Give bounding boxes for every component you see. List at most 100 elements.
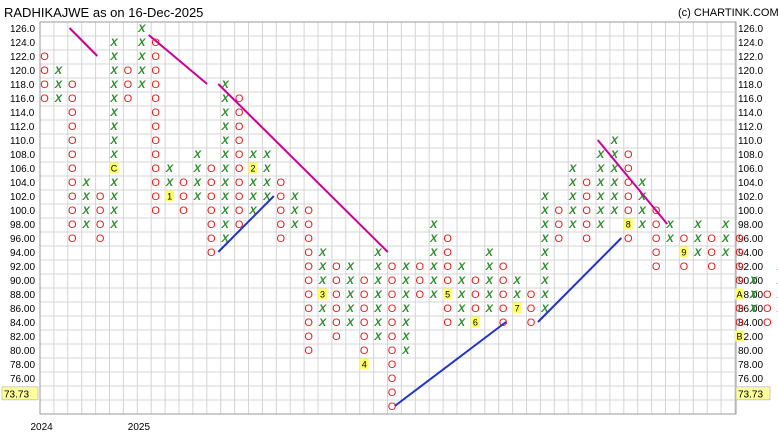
chart-credit: (c) CHARTINK.COM	[678, 7, 778, 19]
support-trend-line	[537, 237, 623, 323]
month-marker-bg	[735, 288, 744, 300]
x-box: X	[749, 275, 758, 287]
x-box: X	[540, 219, 549, 231]
o-box: O	[304, 261, 313, 273]
y-tick-label-left: 100.0	[10, 206, 35, 217]
x-box: X	[610, 177, 619, 189]
y-tick-label-left: 96.00	[10, 234, 35, 245]
x-box: X	[137, 37, 146, 49]
x-box: X	[109, 177, 118, 189]
o-box: O	[207, 247, 216, 259]
x-box: X	[82, 219, 91, 231]
y-tick-label-right: 104.0	[738, 178, 763, 189]
o-box: O	[124, 65, 133, 77]
x-box: X	[596, 219, 605, 231]
chart-axes: 126.0 126.0 124.0 124.0 122.0 122.0 120.0 120.0…	[1, 24, 771, 433]
o-box: O	[68, 233, 77, 245]
month-marker-bg	[165, 190, 175, 202]
o-box: O	[471, 275, 480, 287]
month-marker: 1	[167, 192, 172, 202]
o-box: O	[304, 247, 313, 259]
x-box: X	[373, 261, 382, 273]
x-box: X	[221, 191, 230, 203]
support-trend-line	[217, 195, 275, 253]
o-box: O	[416, 261, 425, 273]
x-box: X	[693, 233, 702, 245]
x-box: X	[610, 191, 619, 203]
o-box: O	[40, 93, 49, 105]
last-price-label-left: 73.73	[4, 389, 29, 400]
x-box: X	[346, 303, 355, 315]
year-label: 2025	[128, 422, 151, 433]
x-box: X	[540, 261, 549, 273]
o-box: O	[555, 205, 564, 217]
o-box: O	[443, 261, 452, 273]
o-box: O	[68, 121, 77, 133]
o-box: O	[40, 79, 49, 91]
o-box: O	[68, 205, 77, 217]
year-label: 2024	[31, 422, 54, 433]
o-box: O	[388, 289, 397, 301]
x-box: X	[193, 191, 202, 203]
x-box: X	[401, 275, 410, 287]
o-box: O	[151, 191, 160, 203]
y-tick-label-right: 88.00	[738, 290, 763, 301]
x-box: X	[610, 163, 619, 175]
o-box: O	[624, 191, 633, 203]
month-marker: A	[736, 290, 742, 300]
x-box: X	[429, 233, 438, 245]
o-box: O	[388, 317, 397, 329]
y-tick-label-right: 110.0	[738, 136, 763, 147]
x-box: X	[457, 289, 466, 301]
o-box: O	[499, 261, 508, 273]
o-box: O	[360, 345, 369, 357]
o-box: O	[360, 289, 369, 301]
o-box: O	[763, 303, 772, 315]
x-box: X	[721, 219, 730, 231]
o-box: O	[179, 205, 188, 217]
month-marker-bg	[443, 288, 453, 300]
x-box: X	[721, 233, 730, 245]
o-box: O	[332, 303, 341, 315]
y-tick-label-left: 84.00	[10, 318, 35, 329]
y-tick-label-right: 80.00	[738, 346, 763, 357]
o-box: O	[388, 387, 397, 399]
y-tick-label-left: 118.0	[10, 80, 35, 91]
y-tick-label-left: 112.0	[10, 122, 35, 133]
last-price-label-right: 73.73	[738, 389, 763, 400]
y-tick-label-right: 98.00	[738, 220, 763, 231]
x-box: X	[262, 163, 271, 175]
y-tick-label-right: 76.00	[738, 374, 763, 385]
month-marker-bg	[623, 218, 633, 230]
x-box: X	[221, 135, 230, 147]
x-box: X	[665, 219, 674, 231]
y-tick-label-right: 86.00	[738, 304, 763, 315]
o-box: O	[707, 261, 716, 273]
y-tick-label-left: 126.0	[10, 24, 35, 35]
x-box: X	[318, 261, 327, 273]
o-box: O	[151, 149, 160, 161]
x-box: X	[373, 247, 382, 259]
y-tick-label-left: 108.0	[10, 150, 35, 161]
o-box: O	[68, 163, 77, 175]
o-box: O	[763, 317, 772, 329]
x-box: X	[777, 289, 778, 301]
o-box: O	[652, 233, 661, 245]
x-box: X	[429, 261, 438, 273]
x-box: X	[318, 275, 327, 287]
o-box: O	[277, 219, 286, 231]
month-marker-bg	[735, 330, 744, 342]
x-box: X	[221, 121, 230, 133]
x-box: X	[82, 191, 91, 203]
o-box: O	[735, 233, 744, 245]
y-tick-label-left: 98.00	[10, 220, 35, 231]
o-box: O	[304, 289, 313, 301]
o-box: O	[235, 121, 244, 133]
x-box: X	[290, 219, 299, 231]
y-tick-label-left: 116.0	[10, 94, 35, 105]
o-box: O	[179, 191, 188, 203]
o-box: O	[124, 93, 133, 105]
x-box: X	[485, 275, 494, 287]
x-box: X	[540, 205, 549, 217]
y-tick-label-left: 106.0	[10, 164, 35, 175]
